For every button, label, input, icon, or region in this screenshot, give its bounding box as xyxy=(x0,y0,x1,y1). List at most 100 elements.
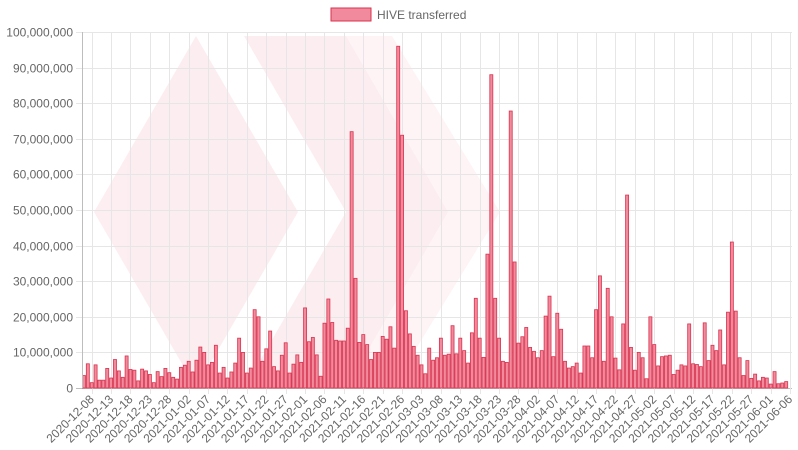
bar[interactable] xyxy=(361,334,366,389)
bar[interactable] xyxy=(369,359,373,389)
bar[interactable] xyxy=(307,341,311,389)
bar[interactable] xyxy=(140,368,145,389)
bar[interactable] xyxy=(691,363,695,389)
bar[interactable] xyxy=(679,364,684,389)
bar[interactable] xyxy=(268,330,273,389)
bar[interactable] xyxy=(481,356,486,389)
bar[interactable] xyxy=(508,110,513,389)
bar[interactable] xyxy=(400,134,405,389)
bar[interactable] xyxy=(605,287,610,389)
bar[interactable] xyxy=(469,332,474,389)
bar[interactable] xyxy=(749,377,754,389)
bar[interactable] xyxy=(559,328,564,389)
bar[interactable] xyxy=(446,353,451,389)
bar[interactable] xyxy=(590,357,595,389)
bar[interactable] xyxy=(299,361,304,389)
bar[interactable] xyxy=(722,364,727,389)
bar[interactable] xyxy=(318,375,323,389)
bar[interactable] xyxy=(163,368,168,389)
bar[interactable] xyxy=(675,369,680,389)
bar[interactable] xyxy=(116,370,121,389)
bar[interactable] xyxy=(85,363,90,389)
bar[interactable] xyxy=(784,381,789,389)
bar[interactable] xyxy=(574,362,579,389)
bar[interactable] xyxy=(757,380,761,389)
bar[interactable] xyxy=(171,376,176,389)
bar[interactable] xyxy=(714,350,719,389)
bar[interactable] xyxy=(349,131,354,389)
bar[interactable] xyxy=(376,351,381,389)
legend[interactable]: HIVE transferred xyxy=(330,7,466,22)
bar[interactable] xyxy=(745,360,750,389)
bar[interactable] xyxy=(462,350,467,389)
bar[interactable] xyxy=(435,357,439,389)
bar[interactable] xyxy=(737,357,742,389)
bar[interactable] xyxy=(190,371,195,389)
bar[interactable] xyxy=(407,333,412,389)
bar[interactable] xyxy=(454,353,459,389)
bar[interactable] xyxy=(237,337,242,389)
bar[interactable] xyxy=(89,382,94,389)
bar[interactable] xyxy=(373,351,377,389)
bar[interactable] xyxy=(411,345,416,389)
bar[interactable] xyxy=(260,360,265,389)
bar[interactable] xyxy=(489,74,494,389)
bar[interactable] xyxy=(388,326,393,389)
bar[interactable] xyxy=(198,346,203,389)
bar[interactable] xyxy=(167,372,172,389)
bar[interactable] xyxy=(695,364,699,389)
bar[interactable] xyxy=(322,322,327,389)
bar[interactable] xyxy=(458,337,463,389)
bar[interactable] xyxy=(632,369,637,389)
bar[interactable] xyxy=(520,336,525,389)
bar[interactable] xyxy=(295,354,300,389)
bar[interactable] xyxy=(334,339,339,389)
bar[interactable] xyxy=(415,354,420,389)
bar[interactable] xyxy=(256,316,261,389)
bar[interactable] xyxy=(124,355,129,389)
bar[interactable] xyxy=(760,376,765,389)
bar[interactable] xyxy=(613,357,618,389)
bar[interactable] xyxy=(706,360,711,389)
bar[interactable] xyxy=(586,345,591,389)
bar[interactable] xyxy=(276,370,280,389)
bar[interactable] xyxy=(563,360,567,389)
bar[interactable] xyxy=(598,275,602,389)
bar[interactable] xyxy=(636,351,641,389)
bar[interactable] xyxy=(438,337,443,389)
bar[interactable] xyxy=(109,377,114,389)
bar[interactable] xyxy=(555,312,560,389)
bar[interactable] xyxy=(485,253,490,389)
bar[interactable] xyxy=(182,364,187,389)
bar[interactable] xyxy=(726,311,730,389)
bar[interactable] xyxy=(648,316,653,389)
bar[interactable] xyxy=(287,372,292,389)
bar[interactable] xyxy=(733,310,738,389)
bar[interactable] xyxy=(194,359,199,389)
bar[interactable] xyxy=(128,369,133,389)
bar[interactable] xyxy=(159,376,164,389)
bar[interactable] xyxy=(512,261,517,389)
bar[interactable] xyxy=(272,366,276,389)
bar[interactable] xyxy=(683,365,688,389)
bar[interactable] xyxy=(186,360,191,389)
bar[interactable] xyxy=(144,370,148,389)
bar[interactable] xyxy=(155,371,160,389)
bar[interactable] xyxy=(206,364,211,389)
bar[interactable] xyxy=(567,367,571,389)
bar[interactable] xyxy=(772,371,777,389)
bar[interactable] xyxy=(617,369,622,389)
bar[interactable] xyxy=(718,329,723,389)
bar[interactable] xyxy=(264,348,269,389)
bar[interactable] xyxy=(427,347,432,389)
bar[interactable] xyxy=(291,363,296,389)
legend-swatch[interactable] xyxy=(330,7,372,22)
bar[interactable] xyxy=(698,366,703,389)
bar[interactable] xyxy=(202,351,207,389)
bar[interactable] xyxy=(528,347,533,389)
bar[interactable] xyxy=(524,327,529,389)
bar[interactable] xyxy=(493,297,498,389)
bar[interactable] xyxy=(279,354,284,389)
bar[interactable] xyxy=(241,351,245,389)
bar[interactable] xyxy=(629,347,633,389)
